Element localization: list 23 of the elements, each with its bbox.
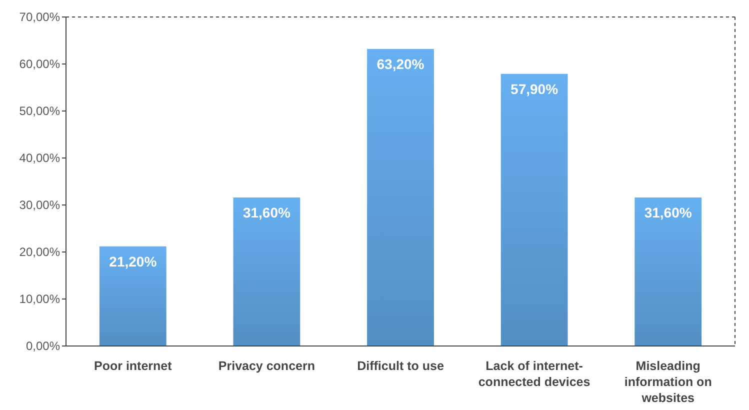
data-label: 63,20% — [376, 56, 425, 72]
data-label: 31,60% — [644, 204, 692, 220]
data-label: 21,20% — [109, 253, 158, 270]
x-tick-label: Privacy concern — [218, 359, 315, 373]
y-tick-label: 60,00% — [19, 57, 60, 72]
x-tick-label: Lack of internet-connected devices — [478, 359, 590, 389]
bar — [99, 246, 166, 346]
bar — [634, 197, 702, 346]
x-tick-label: Misleading information on websites — [624, 359, 712, 405]
y-tick-label: 70,00% — [19, 10, 60, 24]
data-label: 31,60% — [242, 204, 291, 220]
bar — [500, 74, 568, 346]
y-tick-label: 40,00% — [19, 151, 60, 166]
y-tick-label: 20,00% — [19, 245, 60, 260]
y-tick-label: 0,00% — [26, 339, 60, 354]
bar — [367, 48, 434, 346]
x-tick-label: Poor internet — [94, 359, 173, 373]
y-tick-label: 30,00% — [19, 198, 60, 212]
bar — [233, 197, 300, 346]
x-tick-label: Difficult to use — [357, 359, 444, 373]
data-label: 57,90% — [510, 80, 559, 97]
y-tick-label: 10,00% — [19, 292, 60, 306]
y-tick-label: 50,00% — [19, 104, 60, 118]
